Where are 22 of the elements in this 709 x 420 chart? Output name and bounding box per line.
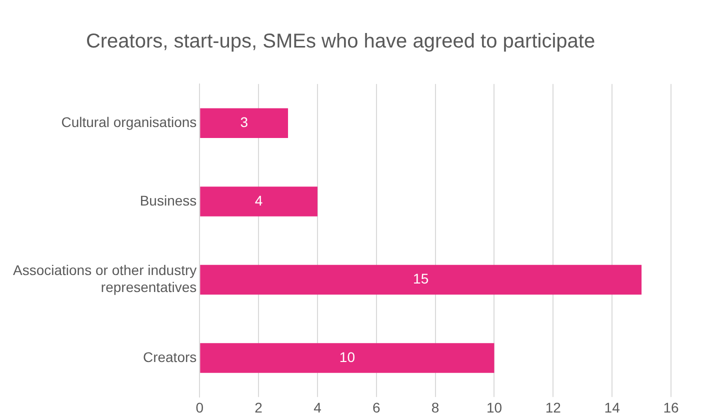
bar [200, 186, 318, 216]
x-tick-label: 4 [314, 399, 322, 416]
data-label: 10 [339, 348, 356, 365]
bar [200, 108, 288, 138]
y-tick-label: Cultural organisations [61, 114, 197, 130]
chart-title: Creators, start-ups, SMEs who have agreed to participate [86, 30, 596, 53]
x-tick-label: 6 [372, 399, 380, 416]
data-label: 15 [413, 270, 429, 287]
x-tick-label: 2 [254, 399, 263, 416]
x-tick-label: 16 [663, 399, 679, 416]
bar [200, 343, 494, 373]
y-tick-label: Business [140, 192, 197, 208]
bar [200, 264, 642, 295]
x-tick-label: 10 [486, 399, 502, 416]
x-tick-label: 0 [196, 399, 204, 416]
x-tick-label: 8 [431, 399, 440, 416]
x-tick-label: 12 [545, 399, 562, 416]
data-label: 4 [254, 192, 263, 208]
y-tick-label: Associations or other industry representatives [13, 262, 197, 296]
x-tick-label: 14 [604, 399, 620, 416]
y-tick-label: Creators [142, 348, 197, 365]
data-label: 3 [240, 114, 248, 130]
